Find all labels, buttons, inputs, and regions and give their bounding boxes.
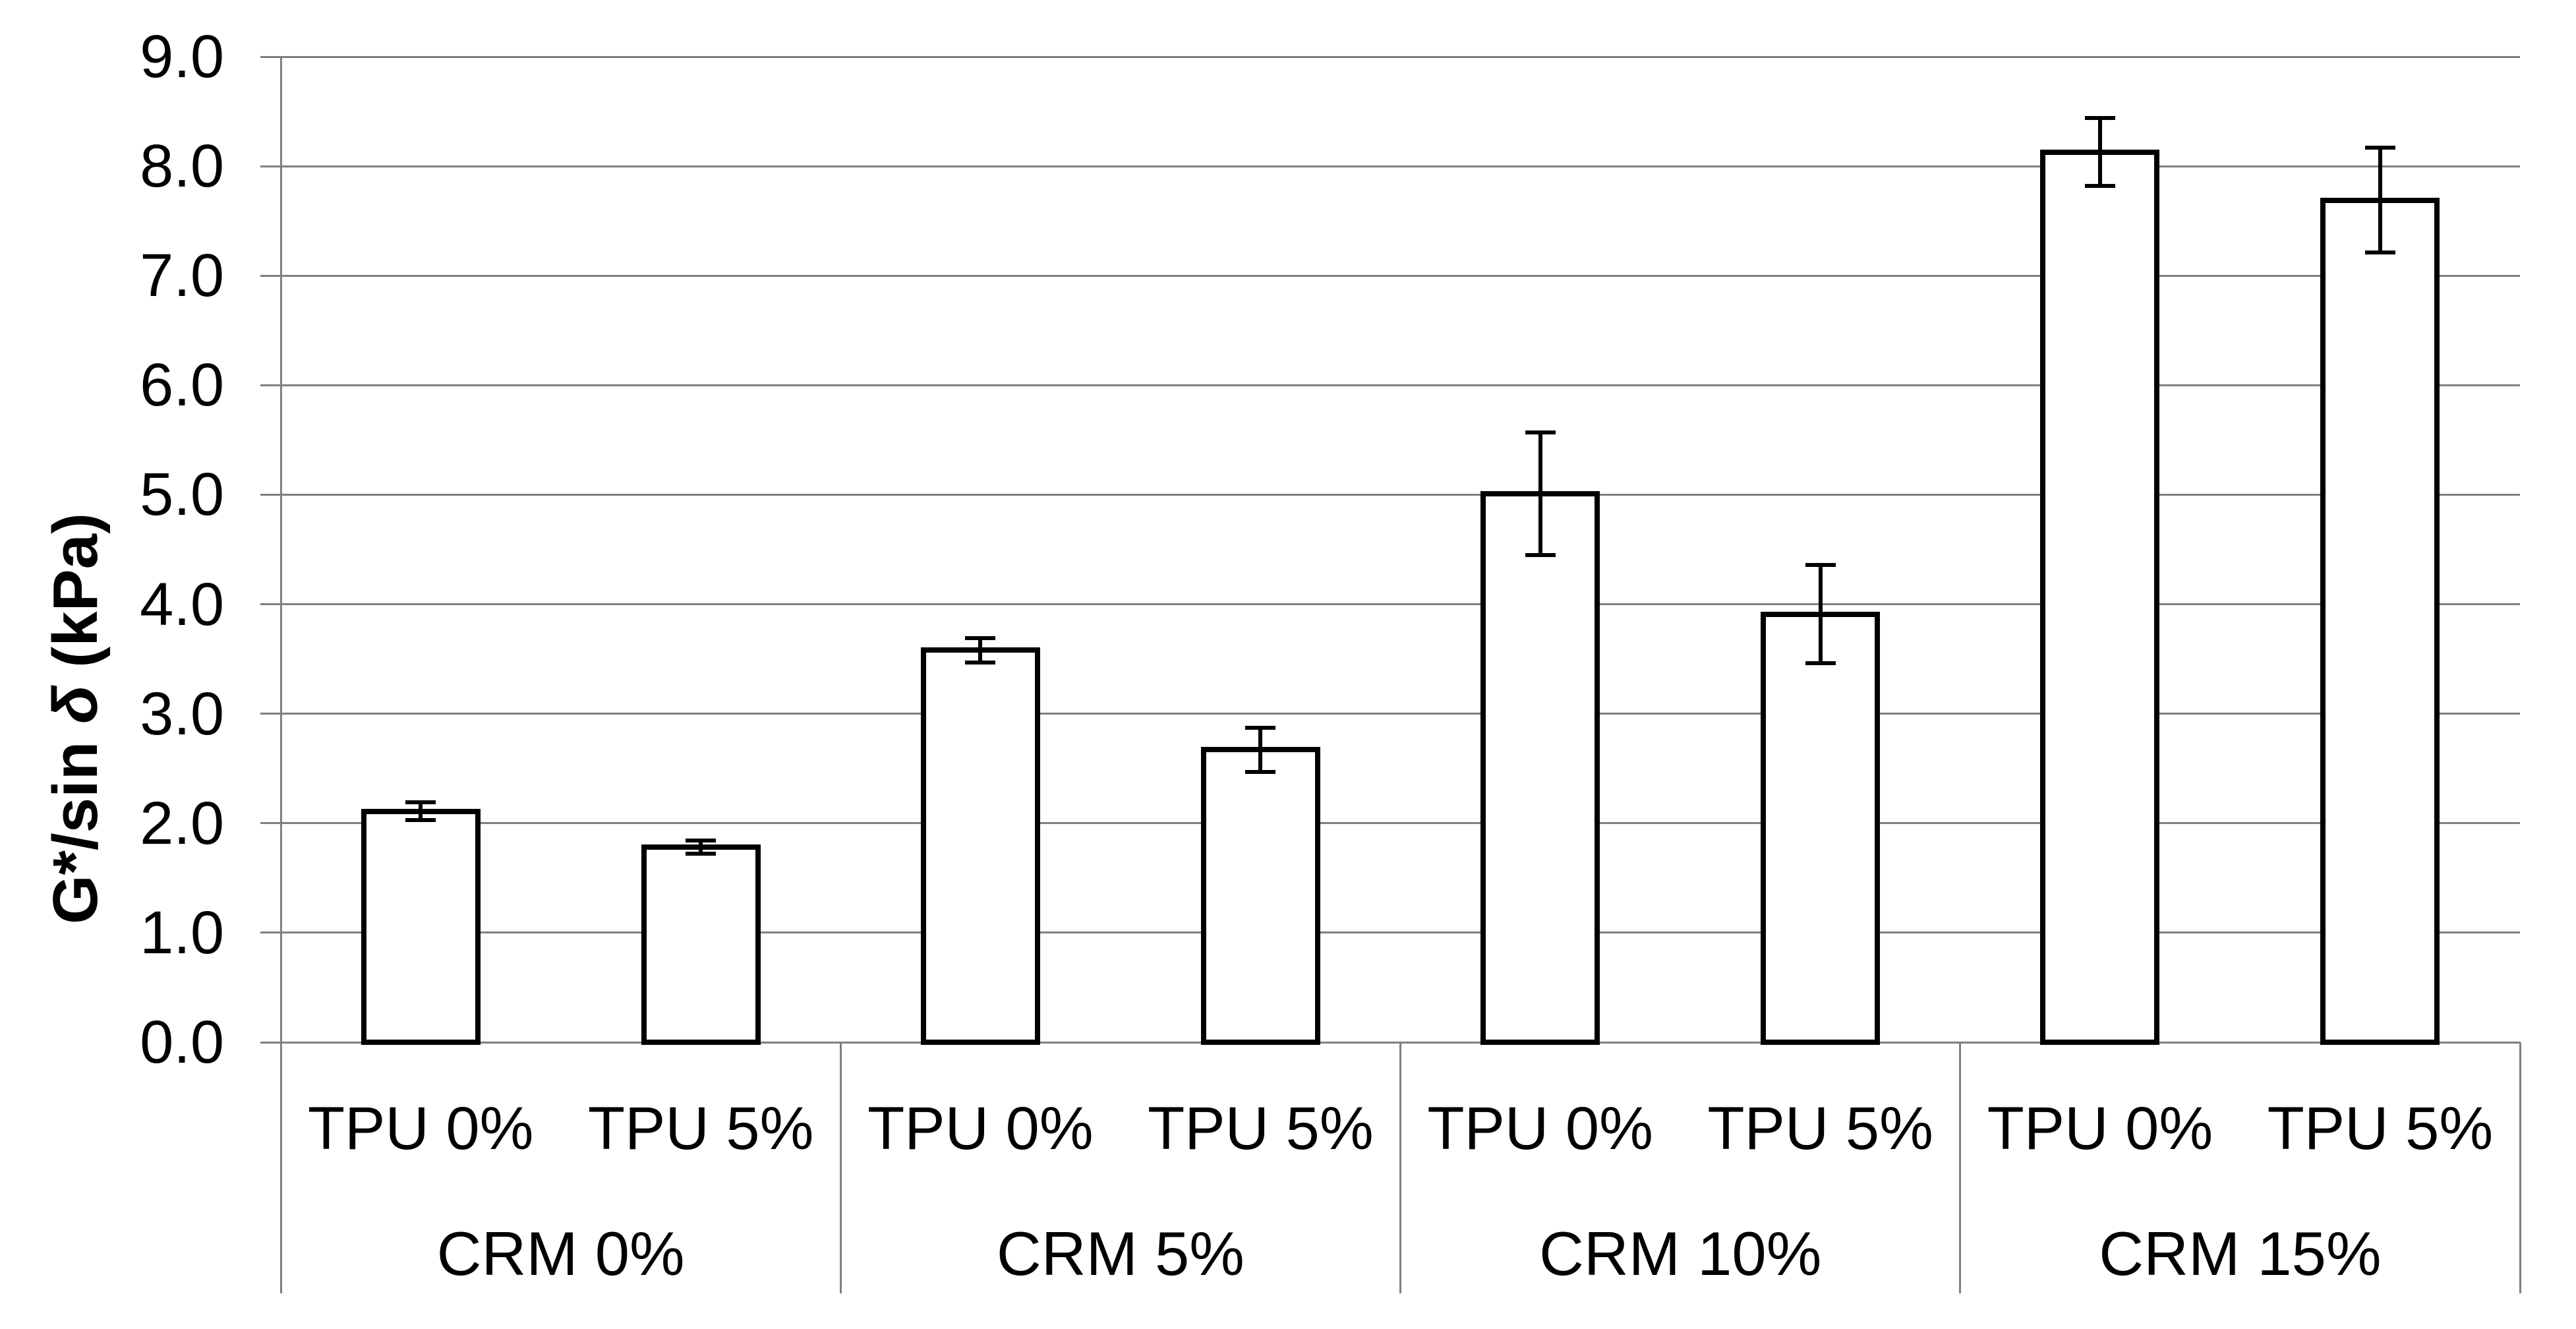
- y-tick-label: 4.0: [140, 570, 224, 638]
- error-bar-line: [978, 638, 983, 663]
- y-gridline: [260, 822, 2520, 825]
- error-bar-cap-bottom: [2084, 184, 2115, 188]
- y-gridline: [260, 274, 2520, 277]
- x-tick-label-tpu: TPU 0%: [867, 1095, 1094, 1162]
- x-tick-label-tpu: TPU 0%: [1987, 1095, 2213, 1162]
- x-tick-label-tpu: TPU 5%: [2267, 1095, 2494, 1162]
- error-bar-cap-top: [1245, 726, 1276, 730]
- bar: [1761, 611, 1881, 1045]
- x-tick-label-tpu: TPU 5%: [1707, 1095, 1933, 1162]
- error-bar-cap-top: [965, 636, 996, 641]
- y-tick-label: 2.0: [140, 789, 224, 857]
- y-tick-label: 5.0: [140, 461, 224, 529]
- x-tick-label-tpu: TPU 0%: [1427, 1095, 1653, 1162]
- bar: [1480, 490, 1600, 1045]
- y-gridline: [260, 165, 2520, 167]
- error-bar-cap-bottom: [1525, 552, 1556, 557]
- error-bar-line: [1538, 432, 1542, 555]
- x-group-label-crm: CRM 0%: [436, 1219, 685, 1288]
- x-group-label-crm: CRM 5%: [996, 1219, 1244, 1288]
- error-bar-cap-top: [2364, 145, 2395, 150]
- x-group-label-crm: CRM 10%: [1538, 1219, 1822, 1288]
- x-tick-label-tpu: TPU 5%: [1148, 1095, 1374, 1162]
- bar: [920, 647, 1040, 1045]
- y-gridline: [260, 493, 2520, 496]
- error-bar-cap-top: [2084, 116, 2115, 121]
- x-axis-line: [260, 1041, 2520, 1044]
- error-bar-line: [2097, 118, 2102, 186]
- category-separator-line: [1399, 1042, 1401, 1293]
- y-tick-label: 0.0: [140, 1009, 224, 1076]
- y-gridline: [260, 55, 2520, 58]
- error-bar-line: [699, 841, 703, 854]
- error-bar-cap-bottom: [2364, 251, 2395, 255]
- bar: [2040, 149, 2160, 1045]
- error-bar-cap-bottom: [686, 852, 717, 856]
- category-separator-line: [2519, 1042, 2521, 1293]
- y-gridline: [260, 931, 2520, 934]
- category-separator-line: [839, 1042, 842, 1293]
- bar: [641, 844, 761, 1045]
- error-bar-cap-bottom: [1805, 661, 1836, 666]
- category-separator-line: [1959, 1042, 1962, 1293]
- error-bar-cap-bottom: [1245, 769, 1276, 774]
- error-bar-cap-top: [405, 800, 436, 805]
- error-bar-line: [1818, 564, 1823, 664]
- y-tick-label: 3.0: [140, 680, 224, 748]
- y-gridline: [260, 713, 2520, 715]
- error-bar-cap-bottom: [965, 660, 996, 664]
- error-bar-cap-top: [1805, 562, 1836, 567]
- x-group-label-crm: CRM 15%: [2099, 1219, 2382, 1288]
- y-gridline: [260, 384, 2520, 386]
- bar: [2320, 197, 2440, 1045]
- y-axis-line: [279, 57, 282, 1293]
- error-bar-line: [419, 802, 423, 820]
- error-bar-cap-top: [686, 839, 717, 843]
- error-bar-cap-bottom: [405, 817, 436, 822]
- error-bar-line: [2378, 147, 2382, 253]
- error-bar-line: [1258, 728, 1263, 772]
- error-bar-cap-top: [1525, 430, 1556, 434]
- y-tick-label: 1.0: [140, 899, 224, 966]
- bar: [1200, 747, 1320, 1045]
- x-tick-label-tpu: TPU 5%: [587, 1095, 814, 1162]
- y-tick-label: 8.0: [140, 133, 224, 200]
- y-tick-label: 6.0: [140, 351, 224, 419]
- y-tick-label: 9.0: [140, 23, 224, 90]
- y-gridline: [260, 603, 2520, 606]
- bar: [361, 808, 481, 1045]
- y-tick-label: 7.0: [140, 242, 224, 310]
- x-tick-label-tpu: TPU 0%: [307, 1095, 534, 1162]
